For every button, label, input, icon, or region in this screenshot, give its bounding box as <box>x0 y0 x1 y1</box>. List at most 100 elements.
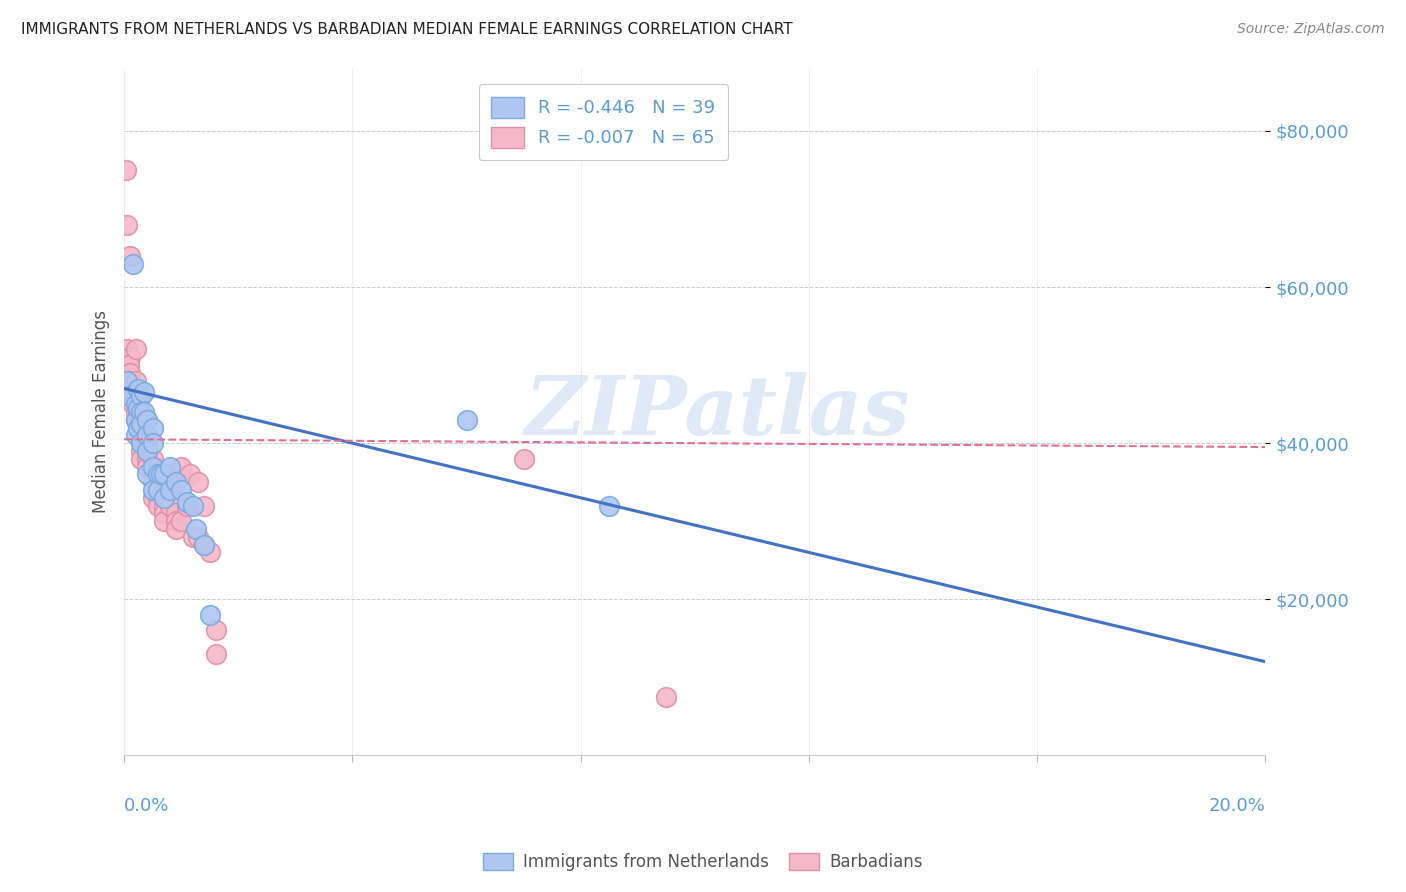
Point <box>136 459 159 474</box>
Point <box>170 459 193 474</box>
Point <box>131 436 153 450</box>
Point <box>159 459 181 474</box>
Point <box>456 413 478 427</box>
Point <box>512 451 534 466</box>
Point <box>136 436 159 450</box>
Point <box>193 538 215 552</box>
Point <box>142 451 165 466</box>
Point <box>131 428 153 442</box>
Point <box>136 413 159 427</box>
Point <box>131 451 153 466</box>
Point <box>136 444 159 458</box>
Point <box>165 514 187 528</box>
Point <box>170 514 193 528</box>
Point <box>131 420 153 434</box>
Point <box>118 389 141 403</box>
Point <box>127 420 149 434</box>
Point <box>118 351 141 365</box>
Point <box>142 491 165 505</box>
Legend: R = -0.446   N = 39, R = -0.007   N = 65: R = -0.446 N = 39, R = -0.007 N = 65 <box>479 85 728 161</box>
Point <box>115 218 138 232</box>
Point <box>159 467 181 482</box>
Point <box>131 405 153 419</box>
Text: 0.0%: 0.0% <box>124 797 170 814</box>
Point <box>193 538 215 552</box>
Point <box>136 428 159 442</box>
Point <box>131 436 153 450</box>
Point <box>118 366 141 380</box>
Point <box>124 389 146 403</box>
Point <box>120 385 142 400</box>
Point <box>124 374 146 388</box>
Point <box>121 397 143 411</box>
Point <box>176 494 198 508</box>
Point <box>165 507 187 521</box>
Point <box>187 475 209 490</box>
Point <box>159 483 181 497</box>
Point <box>131 413 153 427</box>
Point <box>170 483 193 497</box>
Point <box>136 451 159 466</box>
Point <box>136 467 159 482</box>
Point <box>184 522 207 536</box>
Text: Source: ZipAtlas.com: Source: ZipAtlas.com <box>1237 22 1385 37</box>
Point <box>165 475 187 490</box>
Point <box>142 459 165 474</box>
Point <box>142 475 165 490</box>
Text: 20.0%: 20.0% <box>1209 797 1265 814</box>
Point <box>148 467 170 482</box>
Point <box>198 545 221 559</box>
Point <box>134 385 156 400</box>
Point <box>134 405 156 419</box>
Y-axis label: Median Female Earnings: Median Female Earnings <box>93 310 110 514</box>
Point <box>159 483 181 497</box>
Point <box>176 499 198 513</box>
Point <box>655 690 678 704</box>
Point <box>153 483 176 497</box>
Point <box>159 499 181 513</box>
Point <box>118 374 141 388</box>
Point <box>598 499 620 513</box>
Text: IMMIGRANTS FROM NETHERLANDS VS BARBADIAN MEDIAN FEMALE EARNINGS CORRELATION CHAR: IMMIGRANTS FROM NETHERLANDS VS BARBADIAN… <box>21 22 793 37</box>
Point <box>127 397 149 411</box>
Point <box>118 382 141 396</box>
Point <box>153 499 176 513</box>
Point <box>142 436 165 450</box>
Point <box>115 343 138 357</box>
Point <box>127 405 149 419</box>
Point <box>118 358 141 372</box>
Point <box>153 507 176 521</box>
Point <box>179 467 201 482</box>
Point <box>124 413 146 427</box>
Point <box>153 491 176 505</box>
Point <box>193 499 215 513</box>
Point <box>121 257 143 271</box>
Point <box>142 467 165 482</box>
Point <box>148 499 170 513</box>
Point <box>115 163 138 178</box>
Point <box>181 530 204 544</box>
Point <box>153 491 176 505</box>
Point <box>127 401 149 415</box>
Point <box>165 522 187 536</box>
Point <box>153 467 176 482</box>
Point <box>204 647 226 661</box>
Point <box>124 397 146 411</box>
Text: ZIPatlas: ZIPatlas <box>524 372 910 452</box>
Point <box>142 483 165 497</box>
Point <box>118 249 141 263</box>
Point <box>153 514 176 528</box>
Point <box>142 420 165 434</box>
Point <box>148 483 170 497</box>
Point <box>131 444 153 458</box>
Point <box>142 459 165 474</box>
Point <box>115 374 138 388</box>
Point <box>124 413 146 427</box>
Point <box>198 607 221 622</box>
Point <box>121 389 143 403</box>
Point <box>136 444 159 458</box>
Point <box>136 413 159 427</box>
Point <box>148 491 170 505</box>
Point <box>136 428 159 442</box>
Point <box>150 467 173 482</box>
